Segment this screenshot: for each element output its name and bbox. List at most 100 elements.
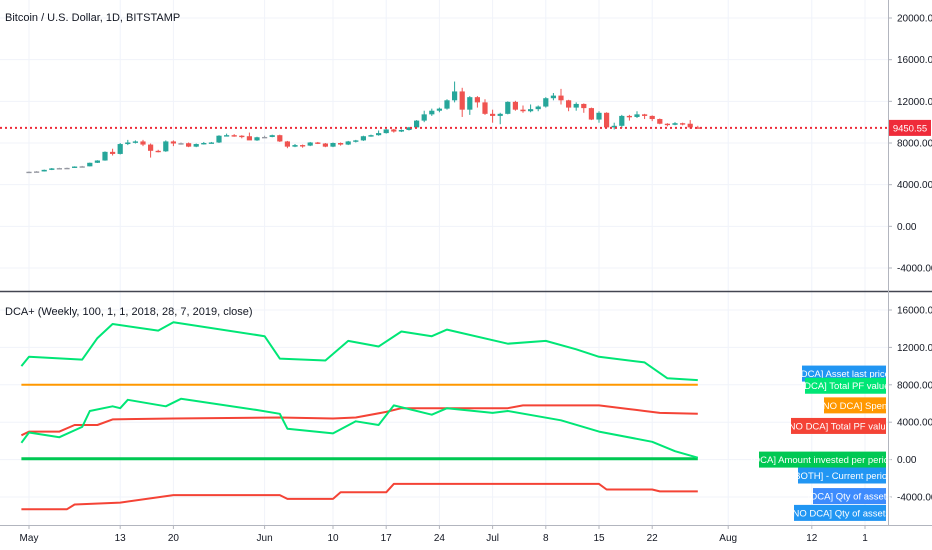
legend-label-nodca_spent: [NO DCA] Spent: [820, 401, 890, 412]
candle-body: [634, 114, 640, 117]
candle-body: [581, 103, 587, 109]
candle-body: [383, 129, 389, 134]
candle-body: [505, 101, 511, 114]
x-tick-label: 17: [381, 533, 393, 544]
candle-body: [482, 102, 488, 114]
candle-body: [368, 135, 374, 137]
candle-body: [596, 112, 602, 120]
candle-body: [611, 125, 617, 128]
legend-tag-dca_qty: [813, 488, 886, 505]
legend-tag-current_period: [798, 467, 886, 484]
candle-body: [307, 142, 313, 146]
candle-body: [239, 135, 245, 138]
candle-body: [269, 135, 275, 137]
candle-body: [246, 136, 252, 141]
candle-body: [117, 144, 123, 154]
candle-body: [459, 91, 465, 110]
y-tick-label: -4000.00: [897, 493, 932, 504]
candle-body: [262, 136, 268, 139]
price-series: [0, 81, 888, 174]
candle-body: [444, 100, 450, 109]
x-tick-label: 12: [806, 533, 818, 544]
candle-body: [421, 114, 427, 121]
candle-body: [132, 141, 138, 143]
x-tick-label: May: [20, 533, 39, 544]
last-price-tag: [889, 119, 931, 136]
candle-body: [452, 91, 458, 101]
candle-body: [642, 114, 648, 116]
legend-label-amount_per_period: [DCA] Amount invested per period: [751, 455, 895, 466]
candle-body: [490, 113, 496, 116]
legend-tag-dca_total_pf: [805, 377, 886, 394]
candle-body: [467, 97, 473, 110]
legend-tag-amount_per_period: [759, 451, 886, 468]
price-tags: 9450.55 [DCA] Asset last price[DCA] Total…: [751, 119, 931, 521]
x-tick-label: Jul: [486, 533, 499, 544]
candle-body: [330, 143, 336, 147]
candle-body: [520, 109, 526, 112]
legend-tag-nodca_total_pf: [791, 417, 886, 434]
x-tick-label: 22: [647, 533, 659, 544]
y-tick-label: 8000.00: [897, 380, 932, 391]
legend-label-nodca_total_pf: [NO DCA] Total PF value: [786, 421, 891, 432]
x-tick-label: 10: [327, 533, 339, 544]
candle-body: [56, 168, 62, 170]
y-tick-label: 4000.00: [897, 418, 932, 429]
candle-body: [193, 144, 199, 147]
x-tick-label: 20: [168, 533, 180, 544]
candle-body: [543, 98, 549, 107]
candle-body: [170, 141, 176, 144]
candle-body: [284, 141, 290, 147]
candle-body: [34, 171, 40, 173]
candle-body: [376, 133, 382, 136]
candle-body: [398, 129, 404, 132]
series-line-nodca_total_pf: [20, 404, 698, 437]
candle-body: [429, 110, 435, 115]
candle-body: [201, 143, 207, 145]
candle-body: [535, 106, 541, 110]
candle-body: [406, 127, 412, 130]
candle-body: [186, 143, 192, 147]
legend-tag-nodca_spent: [824, 397, 886, 414]
x-tick-label: 15: [593, 533, 605, 544]
x-tick-label: 13: [115, 533, 127, 544]
y-tick-label: 8000.00: [897, 139, 932, 150]
y-tick-label: 0.00: [897, 455, 917, 466]
indicator-series: [20, 321, 699, 511]
candle-body: [87, 162, 93, 167]
y-tick-label: 20000.00: [897, 14, 932, 25]
candle-body: [208, 142, 214, 144]
y-tick-label: 16000.00: [897, 306, 932, 317]
candle-body: [558, 95, 564, 101]
legend-label-current_period: [BOTH] - Current period: [792, 471, 893, 482]
candle-body: [664, 123, 670, 126]
y-tick-label: 0.00: [897, 222, 917, 233]
candle-body: [79, 166, 85, 168]
candle-body: [110, 151, 116, 154]
candle-body: [140, 141, 146, 145]
candle-body: [649, 115, 655, 120]
candle-body: [345, 141, 351, 145]
y-axis-labels: -4000.00 0.00 4000.00 8000.00 12000.00 16000.…: [897, 14, 932, 504]
candle-body: [148, 144, 154, 151]
legend-tag-asset_last_price: [802, 365, 886, 382]
candle-body: [178, 143, 184, 145]
candle-body: [687, 123, 693, 128]
candle-body: [26, 171, 32, 174]
candle-body: [360, 136, 366, 141]
candle-body: [604, 112, 610, 128]
legend-tag-nodca_qty: [794, 504, 886, 521]
y-tick-label: 12000.00: [897, 343, 932, 354]
series-line-dca_spent_green: [20, 397, 699, 459]
legend-label-dca_qty: [DCA] Qty of assets: [808, 492, 892, 503]
candle-body: [619, 115, 625, 126]
x-tick-label: Jun: [257, 533, 273, 544]
main-chart-title: Bitcoin / U.S. Dollar, 1D, BITSTAMP: [5, 12, 180, 24]
candle-body: [125, 142, 131, 145]
last-price-label: 9450.55: [893, 123, 927, 134]
candle-body: [231, 135, 237, 137]
candle-body: [550, 95, 556, 99]
candle-body: [41, 169, 47, 172]
legend-label-dca_total_pf: [DCA] Total PF value: [801, 381, 889, 392]
